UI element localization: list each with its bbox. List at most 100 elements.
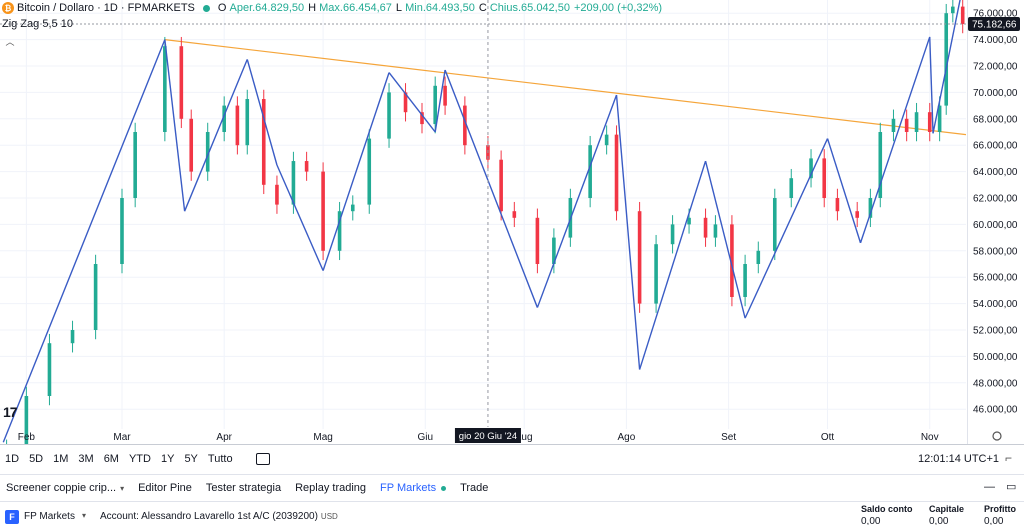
trendline-segment	[164, 39, 967, 136]
candle	[588, 145, 592, 198]
time-axis: Feb Mar Apr Mag Giu Lug Ago Set Ott Nov	[18, 431, 1002, 443]
time-scale-border	[0, 444, 1024, 445]
tab-strategy-tester[interactable]: Tester strategia	[205, 482, 282, 494]
zigzag-segment	[2, 39, 166, 443]
price-tick-label: 58.000,00	[973, 246, 1018, 257]
zigzag-indicator-label[interactable]: Zig Zag 5,5 10	[2, 18, 73, 30]
market-status-dot	[202, 4, 210, 12]
broker-name[interactable]: FP Markets	[24, 511, 75, 522]
stat-equity: Capitale 0,00	[929, 504, 964, 525]
candle	[809, 158, 813, 179]
tradingview-logo-icon[interactable]: 17	[3, 404, 18, 420]
clock-readout[interactable]: 12:01:14 UTC+1	[918, 453, 1000, 465]
open-value: Aper.64.829,50	[229, 2, 305, 14]
candle	[937, 105, 942, 132]
price-tick-label: 52.000,00	[973, 326, 1018, 337]
candle	[387, 92, 391, 139]
tab-trade[interactable]: Trade	[460, 482, 489, 494]
chevron-down-icon[interactable]: ▾	[82, 511, 87, 520]
range-5y[interactable]: 5Y	[184, 453, 198, 465]
price-tick-label: 66.000,00	[973, 141, 1018, 152]
divider	[0, 474, 1024, 475]
tab-replay-trading[interactable]: Replay trading	[295, 482, 367, 494]
time-tick-label: Nov	[921, 432, 939, 443]
high-value: Max.66.454,67	[319, 2, 392, 14]
range-1m[interactable]: 1M	[53, 453, 69, 465]
tab-pine-editor[interactable]: Editor Pine	[138, 482, 192, 494]
range-3m[interactable]: 3M	[78, 453, 94, 465]
range-ytd[interactable]: YTD	[128, 453, 151, 465]
change-value: +209,00 (+0,32%)	[573, 2, 663, 14]
candle	[47, 343, 52, 396]
candle	[245, 99, 250, 146]
range-5d[interactable]: 5D	[29, 453, 44, 465]
price-tick-label: 76.000,00	[973, 9, 1018, 20]
adjust-icon[interactable]: ⌐	[1005, 451, 1013, 465]
candle	[654, 244, 658, 304]
candle	[403, 92, 408, 113]
zigzag-indicator	[2, 0, 961, 443]
candle	[189, 118, 194, 172]
tab-screener-label: Screener coppie crip...	[6, 482, 117, 494]
divider	[0, 501, 1024, 502]
price-tick-label: 48.000,00	[973, 378, 1018, 389]
zigzag-segment	[859, 36, 931, 244]
tab-screener[interactable]: Screener coppie crip... ▾	[0, 482, 132, 494]
zigzag-segment	[246, 59, 278, 166]
chevron-up-icon[interactable]: ︿	[5, 36, 15, 47]
time-tick-label: Giu	[418, 432, 434, 443]
time-tick-label: Mar	[113, 432, 131, 443]
time-tick-label: Lug	[516, 432, 533, 443]
candle	[261, 99, 266, 185]
stat-equity-value: 0,00	[929, 516, 949, 525]
calendar-icon[interactable]	[255, 453, 270, 465]
close-value: Chius.65.042,50	[489, 2, 570, 14]
candle	[552, 237, 556, 264]
account-bar: F FP Markets ▾ Account: Alessandro Lavar…	[0, 502, 1024, 525]
candle	[951, 6, 955, 14]
range-1d[interactable]: 1D	[5, 453, 20, 465]
crosshair-date-badge	[454, 428, 521, 443]
price-chart[interactable]: gio 20 Giu '24 76.000,00 74.000,00 72.000,…	[0, 0, 1024, 445]
candle	[914, 112, 919, 132]
last-price-badge	[968, 16, 1020, 31]
candle	[687, 217, 691, 225]
zigzag-segment	[615, 94, 641, 370]
candle	[205, 132, 210, 172]
zigzag-segment	[704, 160, 746, 319]
price-tick-label: 70.000,00	[973, 88, 1018, 99]
candle	[179, 46, 184, 119]
zigzag-segment	[388, 72, 436, 133]
candle	[904, 118, 909, 132]
settings-gear-icon[interactable]	[992, 431, 1002, 441]
range-1y[interactable]: 1Y	[160, 453, 175, 465]
zigzag-segment	[536, 94, 618, 308]
minimize-panel-icon[interactable]: —	[984, 481, 995, 493]
zigzag-segment	[183, 59, 248, 212]
crosshair-date-label: gio 20 Giu '24	[459, 431, 517, 442]
tab-fp-markets[interactable]: FP Markets	[374, 482, 454, 494]
range-6m[interactable]: 6M	[103, 453, 119, 465]
chevron-down-icon: ▾	[120, 483, 125, 493]
maximize-panel-icon[interactable]: ▭	[1006, 481, 1017, 493]
time-tick-label: Set	[721, 432, 736, 443]
stat-equity-label: Capitale	[929, 504, 965, 514]
candle	[235, 105, 240, 146]
account-info[interactable]: Account: Alessandro Lavarello 1st A/C (2…	[100, 511, 338, 522]
low-label: L	[395, 2, 403, 14]
candle	[24, 396, 29, 445]
price-tick-label: 72.000,00	[973, 62, 1018, 73]
candle	[670, 224, 675, 245]
candle	[730, 224, 734, 297]
zigzag-segment	[434, 69, 446, 133]
stat-profit-value: 0,00	[984, 516, 1004, 525]
range-all[interactable]: Tutto	[207, 453, 233, 465]
symbol-title[interactable]: Bitcoin / Dollaro · 1D · FPMARKETS	[17, 2, 195, 14]
candle	[120, 198, 124, 264]
crosshair: gio 20 Giu '24	[454, 0, 521, 443]
trendline	[164, 39, 967, 136]
stat-profit: Profitto 0,00	[984, 504, 1016, 525]
fp-markets-logo-icon: F	[5, 510, 19, 524]
time-tick-label: Ott	[821, 432, 835, 443]
account-name: Account: Alessandro Lavarello 1st A/C (2…	[100, 511, 318, 522]
